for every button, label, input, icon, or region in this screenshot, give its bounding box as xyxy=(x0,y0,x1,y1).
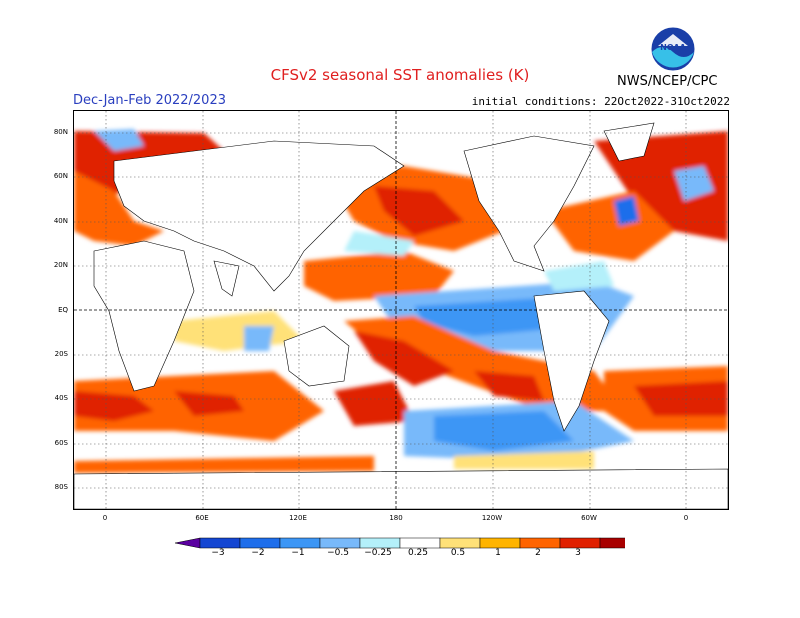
colorbar-tick: 3 xyxy=(575,548,581,558)
colorbar-tick: 2 xyxy=(535,548,541,558)
anomaly-region xyxy=(354,331,454,386)
lon-label: 0 xyxy=(102,514,108,522)
reference-lines xyxy=(74,111,728,509)
landmasses xyxy=(74,122,728,509)
anomaly-region xyxy=(74,391,154,421)
lat-label: 80N xyxy=(53,128,68,136)
map-canvas xyxy=(74,111,728,509)
anomaly-region xyxy=(344,231,414,256)
anomaly-region xyxy=(544,191,674,261)
colorbar-tick: 0.25 xyxy=(407,548,429,558)
south-america-landmass xyxy=(533,290,610,432)
anomaly-region xyxy=(174,311,304,351)
agency-label: NWS/NCEP/CPC xyxy=(617,74,718,89)
colorbar-segment xyxy=(175,537,201,549)
colorbar-segment xyxy=(199,537,241,549)
lat-lon-grid xyxy=(74,111,728,509)
anomaly-colorbar xyxy=(175,537,625,549)
lat-label: 40N xyxy=(53,217,68,225)
antarctica-landmass xyxy=(74,468,728,509)
chart-title: CFSv2 seasonal SST anomalies (K) xyxy=(270,66,530,84)
initial-conditions: initial conditions: 22Oct2022-31Oct2022 xyxy=(471,95,730,108)
lat-label: 20N xyxy=(53,261,68,269)
anomaly-region xyxy=(474,371,544,401)
lon-label: 120E xyxy=(289,514,307,522)
lat-label: 40S xyxy=(54,394,68,402)
colorbar-segment xyxy=(279,537,321,549)
anomaly-region xyxy=(374,186,464,236)
anomaly-region xyxy=(614,196,639,226)
colorbar-tick: −3 xyxy=(211,548,225,558)
colorbar-segment xyxy=(479,537,521,549)
colorbar-tick: −0.5 xyxy=(327,548,349,558)
lat-label: 20S xyxy=(54,350,68,358)
lat-label: 60S xyxy=(54,439,68,447)
greenland-landmass xyxy=(603,122,655,162)
australia-landmass xyxy=(283,325,350,387)
colorbar-segment xyxy=(359,537,401,549)
colorbar-segment xyxy=(399,537,441,549)
colorbar-tick: 0.5 xyxy=(450,548,466,558)
sst-anomaly-map xyxy=(73,110,729,510)
logo-text: NOAA xyxy=(660,43,686,52)
colorbar-tick: −2 xyxy=(251,548,265,558)
anomaly-region xyxy=(634,381,728,416)
colorbar-tick: −1 xyxy=(291,548,305,558)
lat-label: EQ xyxy=(58,306,68,314)
anomaly-region xyxy=(434,411,574,451)
colorbar-tick: 1 xyxy=(495,548,501,558)
anomaly-region xyxy=(674,166,714,201)
anomaly-region xyxy=(174,391,244,416)
colorbar-tick: −0.25 xyxy=(364,548,392,558)
anomaly-region xyxy=(74,171,164,246)
lon-label: 60W xyxy=(581,514,597,522)
anomaly-region xyxy=(334,381,414,426)
lat-label: 80S xyxy=(54,483,68,491)
anomaly-region xyxy=(244,326,274,351)
anomaly-region xyxy=(74,456,374,473)
anomaly-region xyxy=(544,261,614,291)
noaa-logo-icon: NOAA xyxy=(650,26,696,72)
north-america-landmass xyxy=(463,135,595,272)
anomaly-region xyxy=(454,451,594,469)
colorbar-segment xyxy=(519,537,561,549)
india-landmass xyxy=(213,260,240,297)
lat-label: 60N xyxy=(53,172,68,180)
colorbar-segment xyxy=(439,537,481,549)
colorbar-segment xyxy=(319,537,361,549)
anomaly-region xyxy=(304,251,454,301)
lon-label: 120W xyxy=(481,514,503,522)
forecast-period: Dec-Jan-Feb 2022/2023 xyxy=(73,93,226,108)
africa-landmass xyxy=(93,240,195,392)
europe-asia-landmass xyxy=(113,140,405,292)
lon-label: 0 xyxy=(683,514,689,522)
lon-label: 180 xyxy=(389,514,403,522)
colorbar-segment xyxy=(559,537,601,549)
colorbar-segment xyxy=(239,537,281,549)
anomaly-region xyxy=(94,129,144,151)
lon-label: 60E xyxy=(195,514,209,522)
colorbar-segment xyxy=(599,537,625,549)
